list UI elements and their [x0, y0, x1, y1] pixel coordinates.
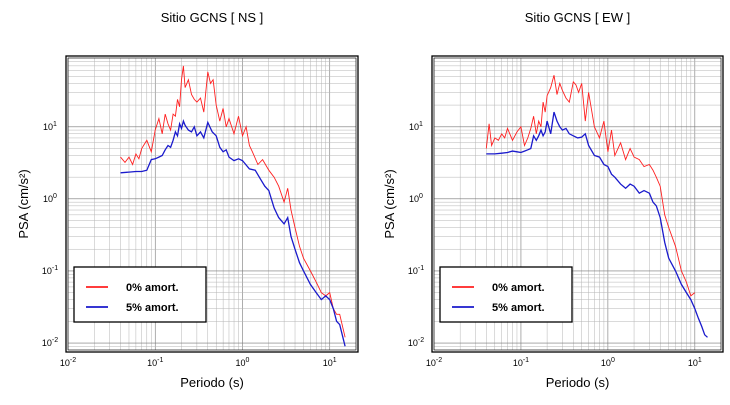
plot-frame [431, 55, 724, 353]
y-tick-label: 100 [43, 193, 57, 204]
series-line-damped [120, 119, 346, 347]
x-tick-label: 10-2 [60, 357, 76, 368]
x-tick-label: 10-1 [513, 357, 529, 368]
series-line-damped [486, 111, 708, 338]
legend: 0% amort. 5% amort. [439, 266, 573, 323]
y-tick-label: 101 [409, 121, 423, 132]
x-axis-label: Periodo (s) [546, 375, 610, 390]
series-line-undamped [120, 65, 346, 338]
legend-entry: 5% amort. [126, 302, 179, 314]
grid [433, 57, 722, 351]
x-axis-label: Periodo (s) [180, 375, 244, 390]
y-tick-label: 101 [43, 121, 57, 132]
y-tick-label: 10-2 [408, 337, 424, 348]
y-tick-label: 10-2 [42, 337, 58, 348]
legend-box [73, 266, 207, 323]
legend-entry: 5% amort. [492, 302, 545, 314]
legend-box [439, 266, 573, 323]
x-tick-label: 10-1 [147, 357, 163, 368]
x-tick-label: 10-2 [426, 357, 442, 368]
plot-inner-frame [433, 57, 722, 351]
y-tick-label: 100 [409, 193, 423, 204]
chart-panel-1: 10-2 10-1 100 101 10-2 10-1 100 101 Sitio GCNS [… [16, 10, 359, 390]
plot-inner-frame [67, 57, 357, 351]
chart-panel-2: 10-2 10-1 100 101 10-2 10-1 100 101 Sitio GCNS [… [382, 10, 724, 390]
grid [67, 57, 357, 351]
legend-entry: 0% amort. [492, 282, 545, 294]
x-tick-label: 100 [236, 357, 250, 368]
x-tick-label: 100 [601, 357, 615, 368]
y-axis-label: PSA (cm/s²) [16, 169, 31, 238]
chart-title: Sitio GCNS [ EW ] [525, 10, 630, 25]
legend-entry: 0% amort. [126, 282, 179, 294]
x-tick-label: 101 [323, 357, 337, 368]
y-tick-label: 10-1 [42, 265, 58, 276]
y-axis-label: PSA (cm/s²) [382, 169, 397, 238]
legend: 0% amort. 5% amort. [73, 266, 207, 323]
x-tick-label: 101 [688, 357, 702, 368]
series-line-undamped [485, 75, 696, 297]
plot-frame [65, 55, 359, 353]
chart-title: Sitio GCNS [ NS ] [161, 10, 264, 25]
y-tick-label: 10-1 [408, 265, 424, 276]
